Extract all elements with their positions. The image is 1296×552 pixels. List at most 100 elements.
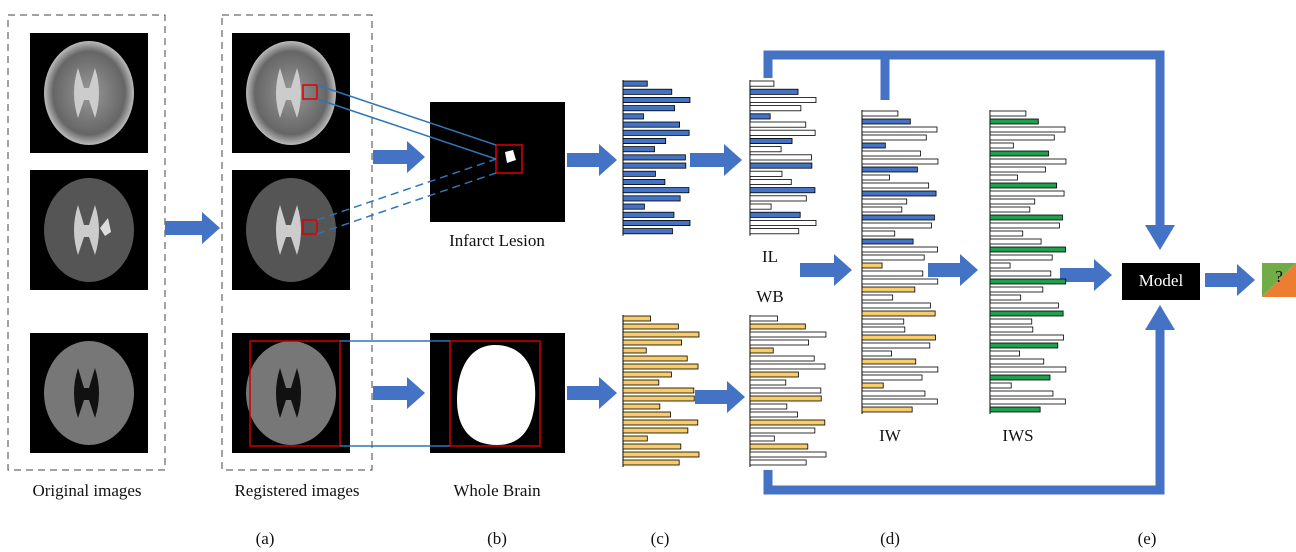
hist-bar <box>750 81 774 86</box>
hist-bar <box>750 188 815 193</box>
hist-bar <box>862 223 931 228</box>
hist-bar <box>623 372 671 377</box>
arrow <box>373 141 425 173</box>
hist-bar <box>990 295 1021 300</box>
label: IWS <box>1002 426 1033 445</box>
hist-bar <box>862 303 930 308</box>
hist-bar <box>750 130 815 135</box>
flow <box>768 325 1160 490</box>
hist-bar <box>623 452 699 457</box>
hist-bar <box>750 428 815 433</box>
hist-bar <box>623 428 688 433</box>
hist-bar <box>623 155 685 160</box>
arrow <box>567 144 617 176</box>
hist-bar <box>623 130 689 135</box>
hist-bar <box>750 444 808 449</box>
hist-bar <box>750 412 798 417</box>
panel-label: (d) <box>880 529 900 548</box>
hist-bar <box>623 412 671 417</box>
hist-bar <box>750 332 826 337</box>
hist-bar <box>862 167 917 172</box>
arrow <box>165 212 220 244</box>
hist-bar <box>990 335 1063 340</box>
label: IL <box>762 247 778 266</box>
hist-bar <box>750 436 774 441</box>
hist-bar <box>862 383 883 388</box>
hist-bar <box>990 143 1013 148</box>
hist-bar <box>990 175 1017 180</box>
hist-bar <box>750 364 825 369</box>
hist-bar <box>990 239 1041 244</box>
hist-bar <box>990 247 1066 252</box>
hist-bar <box>623 147 655 152</box>
mask-image <box>430 102 565 222</box>
hist-bar <box>990 207 1030 212</box>
hist-bar <box>750 147 781 152</box>
arrow <box>1060 259 1112 291</box>
hist-bar <box>623 171 655 176</box>
hist-bar <box>862 359 916 364</box>
arrow <box>695 381 745 413</box>
hist-bar <box>750 163 812 168</box>
hist-bar <box>750 138 792 143</box>
hist-bar <box>862 127 937 132</box>
hist-bar <box>990 343 1058 348</box>
hist-bar <box>862 183 929 188</box>
hist-bar <box>862 135 926 140</box>
panel-label: (a) <box>256 529 275 548</box>
hist-bar <box>990 391 1053 396</box>
hist-bar <box>750 340 809 345</box>
hist-bar <box>990 327 1033 332</box>
label: Original images <box>32 481 141 500</box>
hist-bar <box>990 199 1035 204</box>
hist-bar <box>623 396 694 401</box>
hist-bar <box>990 231 1023 236</box>
arrowhead <box>1145 305 1175 330</box>
hist-bar <box>623 332 699 337</box>
hist-bar <box>990 287 1043 292</box>
hist-bar <box>623 380 659 385</box>
hist-bar <box>750 372 798 377</box>
hist-bar <box>750 420 825 425</box>
hist-bar <box>862 351 892 356</box>
hist-bar <box>862 367 938 372</box>
hist-bar <box>862 111 898 116</box>
hist-bar <box>750 348 773 353</box>
hist-bar <box>990 367 1066 372</box>
arrow <box>690 144 742 176</box>
hist-bar <box>623 122 680 127</box>
hist-bar <box>862 207 902 212</box>
hist-bar <box>623 196 680 201</box>
hist-bar <box>750 316 778 321</box>
arrow <box>1205 264 1255 296</box>
hist-bar <box>750 89 798 94</box>
hist-bar <box>862 247 938 252</box>
hist-bar <box>623 204 644 209</box>
panel-label: (e) <box>1138 529 1157 548</box>
hist-bar <box>990 223 1059 228</box>
hist-bar <box>750 106 801 111</box>
arrow <box>373 377 425 409</box>
hist-bar <box>750 97 816 102</box>
label: IW <box>879 426 902 445</box>
hist-bar <box>623 229 672 234</box>
hist-bar <box>990 191 1064 196</box>
hist-bar <box>862 199 907 204</box>
hist-bar <box>862 255 924 260</box>
hist-bar <box>623 364 698 369</box>
hist-bar <box>623 388 694 393</box>
diagram: Original images Registered images Infarc… <box>0 0 1296 552</box>
hist-bar <box>862 175 889 180</box>
hist-bar <box>623 114 643 119</box>
hist-bar <box>623 188 689 193</box>
hist-bar <box>623 348 646 353</box>
hist-bar <box>862 231 895 236</box>
hist-bar <box>862 327 905 332</box>
hist-bar <box>990 255 1052 260</box>
model-label: Model <box>1139 271 1184 290</box>
hist-bar <box>750 380 786 385</box>
hist-bar <box>623 212 674 217</box>
hist-bar <box>990 311 1063 316</box>
hist-bar <box>750 452 826 457</box>
panel-label: (b) <box>487 529 507 548</box>
